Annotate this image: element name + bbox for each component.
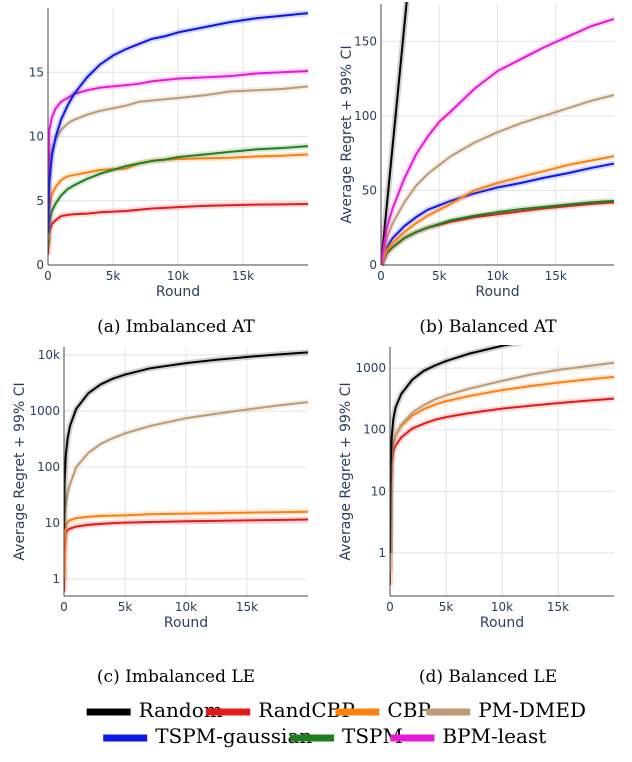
- y-tick-label: 10: [45, 516, 60, 530]
- series-line-tspm: [381, 199, 615, 266]
- x-tick-label: 0: [44, 269, 52, 283]
- caption-imbalanced-le: (c) Imbalanced LE: [97, 667, 255, 687]
- caption-balanced-le: (d) Balanced LE: [419, 667, 557, 687]
- series-line-cbp: [381, 155, 615, 266]
- legend-swatch: [290, 734, 334, 742]
- y-tick-label: 100: [363, 423, 386, 437]
- series-line-pm-dmed: [381, 94, 615, 266]
- y-tick-label: 15: [29, 65, 44, 79]
- y-tick-label: 150: [354, 34, 377, 48]
- series-line-random: [64, 351, 309, 529]
- y-tick-label: 10: [371, 484, 386, 498]
- x-axis-title: Round: [156, 284, 200, 300]
- y-axis-title: Average Regret + 99% CI: [12, 382, 28, 560]
- y-tick-label: 1000: [29, 404, 60, 418]
- legend-label: BPM-least: [442, 724, 546, 748]
- y-tick-label: 0: [36, 258, 44, 272]
- caption-imbalanced-at: (a) Imbalanced AT: [97, 317, 255, 337]
- legend-item-random: Random: [86, 698, 223, 722]
- legend-label: TSPM-gaussian: [155, 724, 312, 748]
- y-tick-label: 100: [37, 460, 60, 474]
- panel-balanced-le: 0 5k 10k 15k 1 10 100 1000 Round Average Regret +…: [338, 345, 615, 631]
- legend-swatch: [206, 708, 251, 716]
- series-line-bpm-least: [381, 17, 615, 266]
- series-line-bpm-least: [48, 69, 309, 233]
- series-group: [381, 2, 615, 267]
- y-tick-label: 10: [29, 130, 44, 144]
- legend-label: CBP: [387, 698, 430, 722]
- series-line-cbp: [64, 510, 309, 580]
- y-tick-label: 50: [362, 183, 377, 197]
- legend-swatch: [103, 734, 148, 742]
- x-axis-title: Round: [480, 615, 524, 631]
- x-tick-label: 5k: [118, 600, 133, 614]
- legend-item-pm-dmed: PM-DMED: [426, 698, 586, 722]
- x-axis-title: Round: [164, 615, 208, 631]
- x-tick-label: 15k: [232, 269, 254, 283]
- series-line-pm-dmed: [48, 85, 309, 240]
- x-tick-label: 15k: [547, 600, 569, 614]
- legend-item-tspm-gaussian: TSPM-gaussian: [103, 724, 312, 748]
- series-line-tspm-gaussian: [48, 12, 309, 233]
- series-line-random: [390, 345, 513, 553]
- series-group: [64, 349, 309, 592]
- y-tick-label: 1: [52, 572, 60, 586]
- series-line-pm-dmed: [390, 361, 615, 572]
- x-tick-label: 15k: [545, 269, 567, 283]
- legend-swatch: [86, 708, 131, 716]
- series-group: [390, 345, 615, 586]
- series-line-random: [381, 2, 408, 266]
- series-group: [48, 10, 309, 255]
- legend-item-bpm-least: BPM-least: [390, 724, 546, 748]
- x-tick-label: 5k: [439, 600, 454, 614]
- legend-label: PM-DMED: [478, 698, 586, 722]
- series-line-tspm: [48, 145, 309, 246]
- x-tick-label: 10k: [491, 600, 513, 614]
- legend-item-randcbp: RandCBP: [206, 698, 355, 722]
- x-tick-label: 10k: [486, 269, 508, 283]
- legend-swatch: [390, 734, 435, 742]
- caption-balanced-at: (b) Balanced AT: [419, 317, 557, 337]
- x-axis-title: Round: [475, 284, 519, 300]
- y-tick-label: 1000: [355, 361, 386, 375]
- y-tick-label: 100: [354, 109, 377, 123]
- y-axis-title: Average Regret + 99% CI: [339, 45, 355, 223]
- series-line-pm-dmed: [64, 401, 309, 541]
- x-tick-label: 0: [60, 600, 68, 614]
- legend-item-cbp: CBP: [335, 698, 431, 722]
- y-tick-label: 1: [378, 546, 386, 560]
- series-line-randcbp: [64, 518, 309, 592]
- legend-swatch: [335, 708, 380, 716]
- y-axis-title: Average Regret + 99% CI: [338, 382, 354, 560]
- series-line-randcbp: [48, 202, 309, 255]
- x-tick-label: 10k: [175, 600, 197, 614]
- x-tick-label: 0: [377, 269, 385, 283]
- x-tick-label: 5k: [432, 269, 447, 283]
- y-tick-label: 10k: [38, 348, 60, 362]
- legend-swatch: [426, 708, 471, 716]
- panel-imbalanced-at: 0 5k 10k 15k 0 5 10 15 Round: [29, 8, 309, 300]
- y-tick-label: 0: [369, 258, 377, 272]
- panel-balanced-at: 0 5k 10k 15k 0 50 100 150 Round Average Regret + …: [339, 2, 615, 300]
- series-line-tspm-gaussian: [381, 162, 615, 266]
- x-tick-label: 10k: [167, 269, 189, 283]
- y-tick-label: 5: [36, 194, 44, 208]
- x-tick-label: 0: [386, 600, 394, 614]
- x-tick-label: 5k: [106, 269, 121, 283]
- x-tick-label: 15k: [236, 600, 258, 614]
